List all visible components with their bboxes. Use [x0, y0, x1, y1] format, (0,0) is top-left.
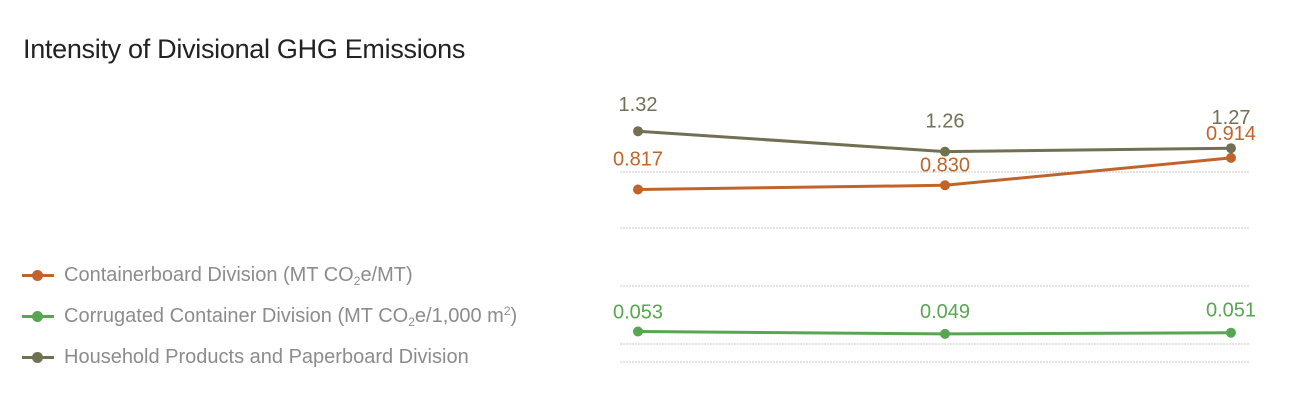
data-label-containerboard-3: 0.914	[1206, 123, 1256, 145]
data-label-household-3: 1.27	[1212, 107, 1251, 129]
legend-dot-household	[32, 352, 43, 363]
data-label-containerboard-2: 0.830	[920, 154, 970, 176]
legend-item-containerboard: Containerboard Division (MT CO2e/MT)	[22, 255, 517, 296]
legend-item-household: Household Products and Paperboard Divisi…	[22, 337, 517, 378]
data-point-corrugated-2	[940, 328, 950, 339]
data-point-corrugated-1	[633, 326, 643, 337]
legend-label-household: Household Products and Paperboard Divisi…	[64, 346, 469, 368]
data-point-household-3	[1226, 143, 1236, 154]
legend-swatch-containerboard	[22, 269, 54, 283]
data-label-household-2: 1.26	[926, 111, 965, 133]
data-label-corrugated-2: 0.049	[920, 301, 970, 323]
legend-item-corrugated: Corrugated Container Division (MT CO2e/1…	[22, 296, 517, 337]
series-line-corrugated	[637, 330, 1232, 336]
legend-label-corrugated: Corrugated Container Division (MT CO2e/1…	[64, 304, 518, 329]
data-point-containerboard-1	[633, 184, 643, 195]
data-point-containerboard-3	[1226, 152, 1236, 163]
legend-swatch-corrugated	[22, 310, 54, 324]
legend-dot-corrugated	[32, 311, 43, 322]
data-label-containerboard-1: 0.817	[613, 149, 663, 171]
chart-title: Intensity of Divisional GHG Emissions	[23, 34, 466, 64]
legend-dot-containerboard	[32, 270, 43, 281]
legend-swatch-household	[22, 351, 54, 365]
data-point-household-2	[940, 146, 950, 157]
data-point-containerboard-2	[940, 180, 950, 191]
series-line-household	[637, 129, 1232, 154]
chart-legend: Containerboard Division (MT CO2e/MT) Cor…	[22, 255, 517, 378]
legend-label-containerboard: Containerboard Division (MT CO2e/MT)	[64, 264, 413, 288]
data-point-household-1	[633, 126, 643, 137]
data-point-corrugated-3	[1226, 327, 1236, 338]
data-label-household-1: 1.32	[619, 94, 658, 116]
data-label-corrugated-3: 0.051	[1206, 300, 1256, 322]
data-label-corrugated-1: 0.053	[613, 302, 663, 324]
